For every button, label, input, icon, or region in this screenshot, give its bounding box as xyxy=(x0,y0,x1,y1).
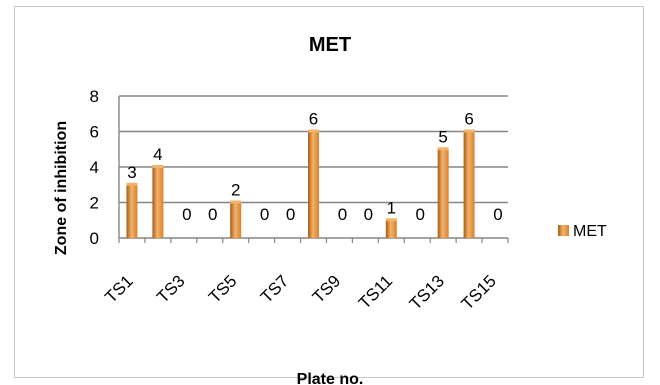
bar-cap xyxy=(126,182,138,186)
legend-label: MET xyxy=(573,223,607,240)
y-axis-title: Zone of inhibition xyxy=(53,121,70,255)
x-tick-label: TS15 xyxy=(458,271,500,313)
y-tick-label: 6 xyxy=(90,123,99,142)
bar-TS5 xyxy=(230,202,242,238)
x-tick-label: TS7 xyxy=(257,271,292,306)
bar-TS1 xyxy=(126,184,138,238)
bar-cap xyxy=(308,129,319,133)
data-label: 0 xyxy=(208,205,217,224)
x-tick-label: TS11 xyxy=(355,271,396,312)
data-label: 0 xyxy=(286,205,295,224)
chart-title: MET xyxy=(309,34,351,56)
data-label: 6 xyxy=(309,110,318,129)
bar-cap xyxy=(230,200,242,204)
y-tick-label: 8 xyxy=(90,87,99,106)
data-label: 0 xyxy=(415,205,424,224)
data-label: 1 xyxy=(387,198,396,217)
data-label: 0 xyxy=(182,205,191,224)
data-label: 4 xyxy=(153,145,162,164)
y-tick-label: 4 xyxy=(90,158,99,177)
bar-TS14 xyxy=(463,131,475,238)
bar-cap xyxy=(437,147,449,151)
x-tick-label: TS3 xyxy=(153,271,188,306)
bar-TS8 xyxy=(308,131,319,238)
data-label: 5 xyxy=(438,127,447,146)
bar-TS13 xyxy=(437,149,449,238)
x-tick-label: TS1 xyxy=(101,271,136,306)
data-label: 0 xyxy=(364,205,373,224)
x-tick-label: TS9 xyxy=(309,271,344,306)
y-tick-label: 0 xyxy=(90,229,99,248)
legend-swatch xyxy=(558,225,569,236)
x-tick-label: TS5 xyxy=(205,271,240,306)
data-label: 0 xyxy=(260,205,269,224)
bar-TS2 xyxy=(152,167,164,238)
bar-cap xyxy=(385,218,397,222)
y-tick-label: 2 xyxy=(90,194,99,213)
bar-cap xyxy=(463,129,475,133)
data-label: 0 xyxy=(493,205,502,224)
x-tick-label: TS13 xyxy=(406,271,448,313)
bar-cap xyxy=(152,165,164,168)
x-axis-title: Plate no. xyxy=(297,371,364,385)
data-label: 2 xyxy=(231,181,240,200)
data-label: 0 xyxy=(338,205,347,224)
data-label: 6 xyxy=(464,110,473,129)
legend: MET xyxy=(558,223,607,240)
data-label: 3 xyxy=(127,163,136,182)
bar-TS11 xyxy=(385,220,397,238)
